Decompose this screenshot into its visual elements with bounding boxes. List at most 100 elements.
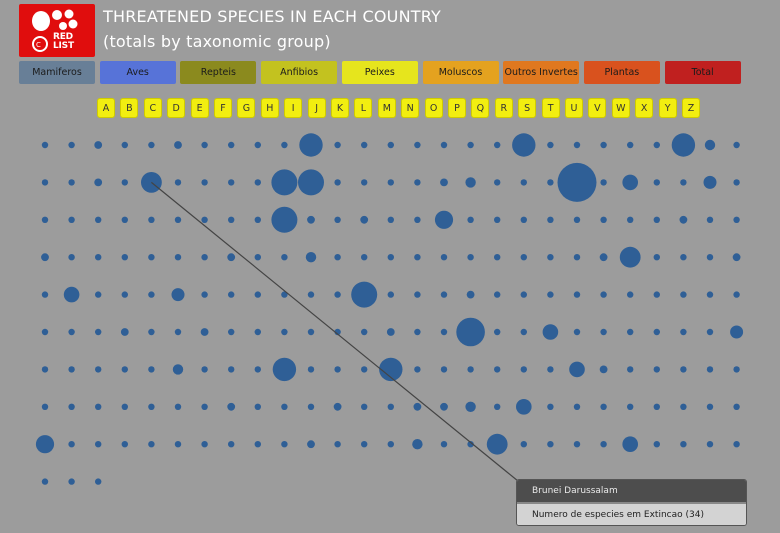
bubble-r5-c23[interactable] (653, 328, 660, 336)
bubble-r7-c3[interactable] (121, 403, 128, 410)
bubble-r7-c9[interactable] (281, 403, 288, 410)
bubble-r2-c26[interactable] (733, 216, 740, 223)
bubble-r4-c2[interactable] (95, 291, 102, 298)
bubble-r7-c20[interactable] (573, 403, 581, 410)
bubble-r2-c7[interactable] (228, 216, 235, 223)
bubble-r3-c4[interactable] (148, 254, 155, 261)
bubble-r2-c16[interactable] (467, 216, 474, 223)
bubble-r2-c22[interactable] (627, 216, 634, 223)
bubble-r8-c8[interactable] (254, 441, 261, 448)
bubble-r7-c14[interactable] (413, 402, 422, 411)
bubble-r7-c4[interactable] (148, 403, 155, 410)
bubble-r5-c6[interactable] (200, 328, 209, 336)
letter-button-l[interactable]: L (354, 98, 373, 118)
bubble-r1-c19[interactable] (547, 179, 554, 186)
bubble-r3-c5[interactable] (174, 254, 182, 261)
bubble-r2-c21[interactable] (600, 216, 607, 223)
bubble-r8-c19[interactable] (547, 441, 554, 448)
letter-button-z[interactable]: Z (682, 98, 700, 118)
bubble-r0-c0[interactable] (41, 141, 49, 149)
bubble-r2-c25[interactable] (706, 216, 714, 223)
filter-button-aves[interactable]: Aves (99, 61, 176, 84)
bubble-r7-c21[interactable] (600, 403, 607, 410)
bubble-r8-c12[interactable] (361, 441, 368, 448)
bubble-r1-c16[interactable] (465, 177, 476, 188)
bubble-r4-c5[interactable] (171, 288, 185, 302)
bubble-r7-c7[interactable] (227, 402, 236, 411)
bubble-r4-c23[interactable] (653, 291, 660, 298)
bubble-r6-c21[interactable] (599, 365, 608, 374)
bubble-r3-c3[interactable] (121, 254, 128, 261)
bubble-r2-c4[interactable] (148, 216, 155, 223)
bubble-r3-c17[interactable] (494, 254, 501, 261)
bubble-r0-c7[interactable] (228, 141, 235, 149)
bubble-r1-c20[interactable] (557, 162, 597, 202)
bubble-r5-c20[interactable] (573, 328, 581, 336)
bubble-r5-c19[interactable] (542, 324, 559, 340)
bubble-r3-c23[interactable] (653, 254, 660, 261)
bubble-r6-c18[interactable] (520, 366, 527, 373)
bubble-r0-c20[interactable] (573, 141, 581, 149)
bubble-r0-c8[interactable] (254, 141, 261, 149)
letter-button-n[interactable]: N (401, 98, 420, 118)
bubble-r0-c10[interactable] (299, 133, 323, 157)
bubble-r5-c0[interactable] (41, 328, 49, 336)
bubble-r3-c1[interactable] (68, 254, 75, 261)
bubble-r3-c9[interactable] (281, 254, 288, 261)
bubble-r7-c22[interactable] (627, 403, 634, 410)
bubble-r7-c19[interactable] (547, 403, 554, 410)
bubble-r6-c24[interactable] (680, 366, 687, 373)
bubble-r3-c13[interactable] (387, 254, 394, 261)
bubble-r0-c23[interactable] (653, 141, 660, 149)
bubble-r5-c2[interactable] (95, 328, 102, 336)
letter-button-t[interactable]: T (541, 98, 560, 118)
bubble-r8-c16[interactable] (467, 441, 474, 448)
bubble-r7-c11[interactable] (333, 402, 342, 411)
bubble-r6-c6[interactable] (201, 366, 208, 373)
bubble-r2-c11[interactable] (334, 216, 341, 223)
bubble-r2-c17[interactable] (494, 216, 501, 223)
bubble-r3-c12[interactable] (361, 254, 368, 261)
bubble-r6-c11[interactable] (334, 366, 341, 373)
bubble-r7-c2[interactable] (95, 403, 102, 410)
bubble-r4-c10[interactable] (307, 291, 315, 298)
bubble-r3-c11[interactable] (334, 254, 341, 261)
bubble-r6-c1[interactable] (68, 366, 75, 373)
bubble-r7-c17[interactable] (494, 403, 501, 410)
bubble-r4-c8[interactable] (254, 291, 261, 298)
bubble-r6-c16[interactable] (467, 366, 474, 373)
bubble-r2-c23[interactable] (653, 216, 660, 223)
bubble-r3-c25[interactable] (706, 254, 714, 261)
letter-button-x[interactable]: X (635, 98, 654, 118)
bubble-r7-c24[interactable] (680, 403, 687, 410)
bubble-r7-c0[interactable] (41, 403, 49, 410)
bubble-r6-c4[interactable] (148, 366, 155, 373)
bubble-r5-c18[interactable] (520, 328, 527, 336)
letter-button-s[interactable]: S (518, 98, 537, 118)
bubble-r8-c10[interactable] (307, 440, 315, 449)
bubble-r5-c9[interactable] (281, 328, 288, 336)
bubble-r5-c16[interactable] (456, 317, 485, 347)
bubble-r6-c19[interactable] (547, 366, 554, 373)
bubble-r5-c5[interactable] (174, 328, 182, 336)
bubble-r0-c14[interactable] (414, 141, 421, 149)
bubble-r1-c0[interactable] (41, 179, 49, 186)
bubble-r3-c6[interactable] (201, 254, 208, 261)
bubble-r1-c5[interactable] (174, 179, 182, 186)
bubble-r1-c15[interactable] (440, 178, 448, 187)
letter-button-r[interactable]: R (494, 98, 513, 118)
bubble-r2-c2[interactable] (95, 216, 102, 223)
bubble-r1-c22[interactable] (622, 174, 638, 191)
bubble-r2-c24[interactable] (679, 215, 688, 224)
bubble-r8-c23[interactable] (653, 441, 660, 448)
bubble-r6-c0[interactable] (41, 366, 49, 373)
letter-button-a[interactable]: A (97, 98, 115, 118)
bubble-r7-c23[interactable] (653, 403, 660, 410)
bubble-r8-c21[interactable] (600, 441, 607, 448)
bubble-r1-c1[interactable] (68, 179, 75, 186)
bubble-r1-c17[interactable] (494, 179, 501, 186)
filter-button-outros-invertes[interactable]: Outros Invertes (503, 61, 580, 84)
bubble-r3-c8[interactable] (254, 254, 261, 261)
bubble-r0-c15[interactable] (440, 141, 448, 149)
bubble-r2-c20[interactable] (573, 216, 581, 223)
